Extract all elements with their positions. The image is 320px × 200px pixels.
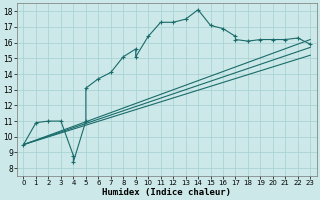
X-axis label: Humidex (Indice chaleur): Humidex (Indice chaleur) (102, 188, 231, 197)
